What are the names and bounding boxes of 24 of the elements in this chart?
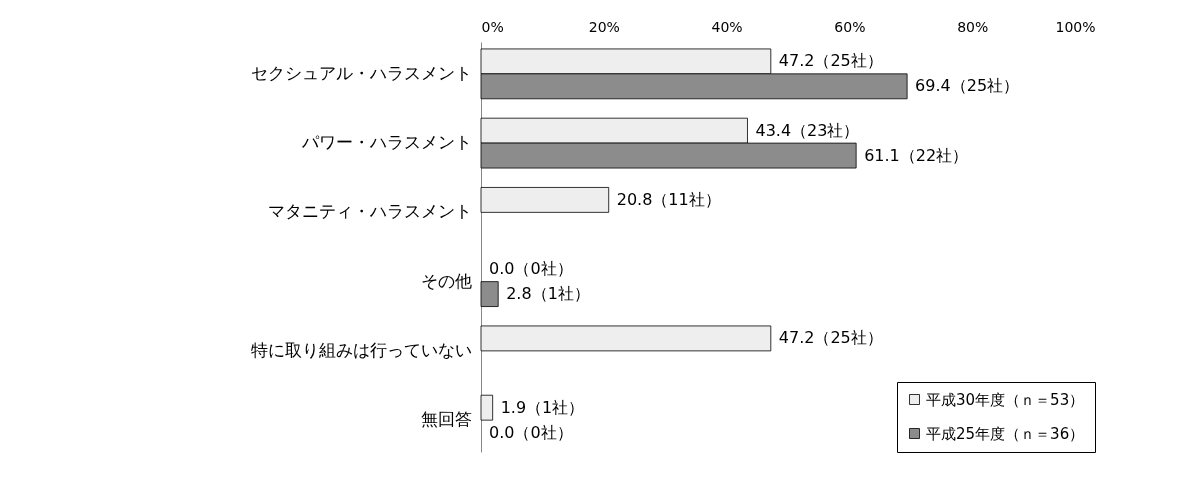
y-tick-label: 特に取り組みは行っていない [250,339,472,360]
x-tick-label: 20% [588,18,620,35]
legend-label: 平成30年度（ｎ＝53） [926,390,1085,409]
x-tick-label: 60% [834,18,866,35]
y-tick-label: 無回答 [420,409,472,430]
x-tick-label: 100% [1055,18,1096,35]
y-tick-label: パワー・ハラスメント [300,132,472,153]
x-tick-label: 40% [711,18,743,35]
data-label: 0.0（0社） [489,259,573,279]
data-label: 2.8（1社） [506,284,590,304]
data-label: 47.2（25社） [778,51,883,71]
y-tick-label: その他 [420,270,472,291]
y-tick-label: マタニティ・ハラスメント [267,201,472,222]
data-label: 1.9（1社） [500,397,585,417]
data-label: 69.4（25社） [915,76,1020,96]
data-label: 20.8（11社） [616,189,721,209]
x-tick-label: 0% [481,18,504,35]
y-tick-label: セクシュアル・ハラスメント [250,62,472,83]
data-label: 0.0（0社） [489,422,573,442]
data-label: 61.1（22社） [864,145,969,165]
data-label: 47.2（25社） [778,328,883,348]
data-label: 43.4（23社） [755,120,860,140]
legend-label: 平成25年度（ｎ＝36） [926,424,1085,443]
x-tick-label: 80% [957,18,989,35]
